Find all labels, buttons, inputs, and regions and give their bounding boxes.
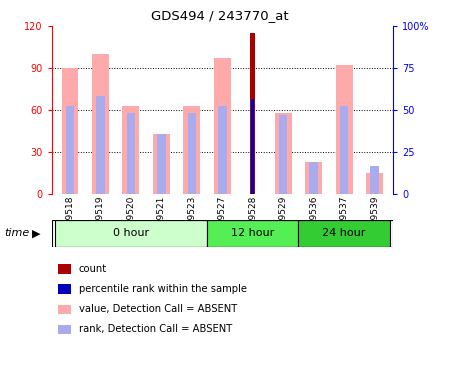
Bar	[96, 96, 105, 194]
Bar	[153, 134, 170, 194]
Bar	[62, 68, 78, 194]
Bar	[279, 115, 287, 194]
Text: 24 hour: 24 hour	[322, 228, 366, 238]
Bar	[370, 166, 379, 194]
Bar	[214, 58, 231, 194]
Bar	[275, 113, 291, 194]
Bar	[183, 105, 200, 194]
Text: count: count	[79, 264, 107, 274]
Bar	[218, 105, 227, 194]
Bar	[305, 162, 322, 194]
Bar	[366, 173, 383, 194]
Bar	[299, 220, 390, 247]
Text: time: time	[4, 228, 30, 238]
Bar	[157, 134, 166, 194]
Bar	[309, 162, 318, 194]
Text: 12 hour: 12 hour	[231, 228, 274, 238]
Text: rank, Detection Call = ABSENT: rank, Detection Call = ABSENT	[79, 324, 232, 335]
Bar	[55, 220, 207, 247]
Bar	[127, 113, 135, 194]
Bar	[340, 105, 348, 194]
Text: 0 hour: 0 hour	[113, 228, 149, 238]
Bar	[336, 65, 352, 194]
Bar	[123, 105, 139, 194]
Text: value, Detection Call = ABSENT: value, Detection Call = ABSENT	[79, 304, 237, 314]
Text: percentile rank within the sample: percentile rank within the sample	[79, 284, 247, 294]
Bar	[251, 98, 254, 194]
Text: GDS494 / 243770_at: GDS494 / 243770_at	[151, 9, 289, 22]
Bar	[207, 220, 299, 247]
Text: ▶: ▶	[32, 228, 41, 238]
Bar	[66, 105, 74, 194]
Bar	[250, 33, 255, 194]
Bar	[188, 113, 196, 194]
Bar	[92, 54, 109, 194]
